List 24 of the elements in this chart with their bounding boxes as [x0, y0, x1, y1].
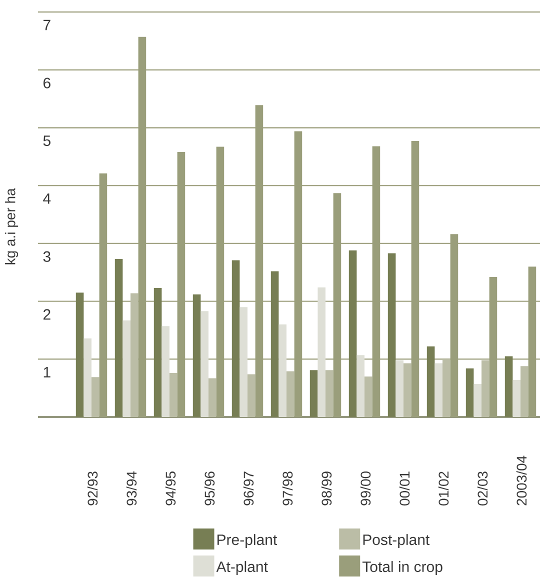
legend-label: Total in crop	[362, 561, 442, 576]
y-tick-label: 3	[43, 251, 50, 262]
y-tick-label: 5	[43, 136, 50, 146]
x-tick-label: 97/98	[282, 472, 293, 506]
x-tick-label: 92/93	[87, 472, 98, 506]
y-axis-title: kg a.i per ha	[5, 188, 18, 264]
y-tick-label: 2	[43, 309, 50, 320]
x-tick-label: 98/99	[321, 472, 332, 506]
x-tick-label: 95/96	[204, 472, 215, 506]
x-tick-label: 93/94	[126, 471, 137, 506]
legend-label: Pre-plant	[217, 534, 278, 548]
y-tick-label: 4	[43, 193, 51, 204]
x-tick-label: 2003/04	[516, 456, 527, 506]
y-tick-label: 7	[44, 20, 50, 30]
x-tick-label: 96/97	[243, 472, 254, 506]
x-tick-label: 94/95	[165, 472, 176, 506]
y-tick-label: 6	[44, 78, 50, 88]
x-tick-label: 00/01	[399, 472, 410, 506]
x-tick-label: 99/00	[360, 472, 371, 506]
x-tick-label: 02/03	[477, 472, 488, 506]
x-tick-label: 01/02	[438, 472, 449, 506]
y-tick-label: 1	[44, 367, 50, 378]
legend-label: Post-plant	[363, 534, 430, 548]
legend-label: At-plant	[216, 561, 268, 576]
